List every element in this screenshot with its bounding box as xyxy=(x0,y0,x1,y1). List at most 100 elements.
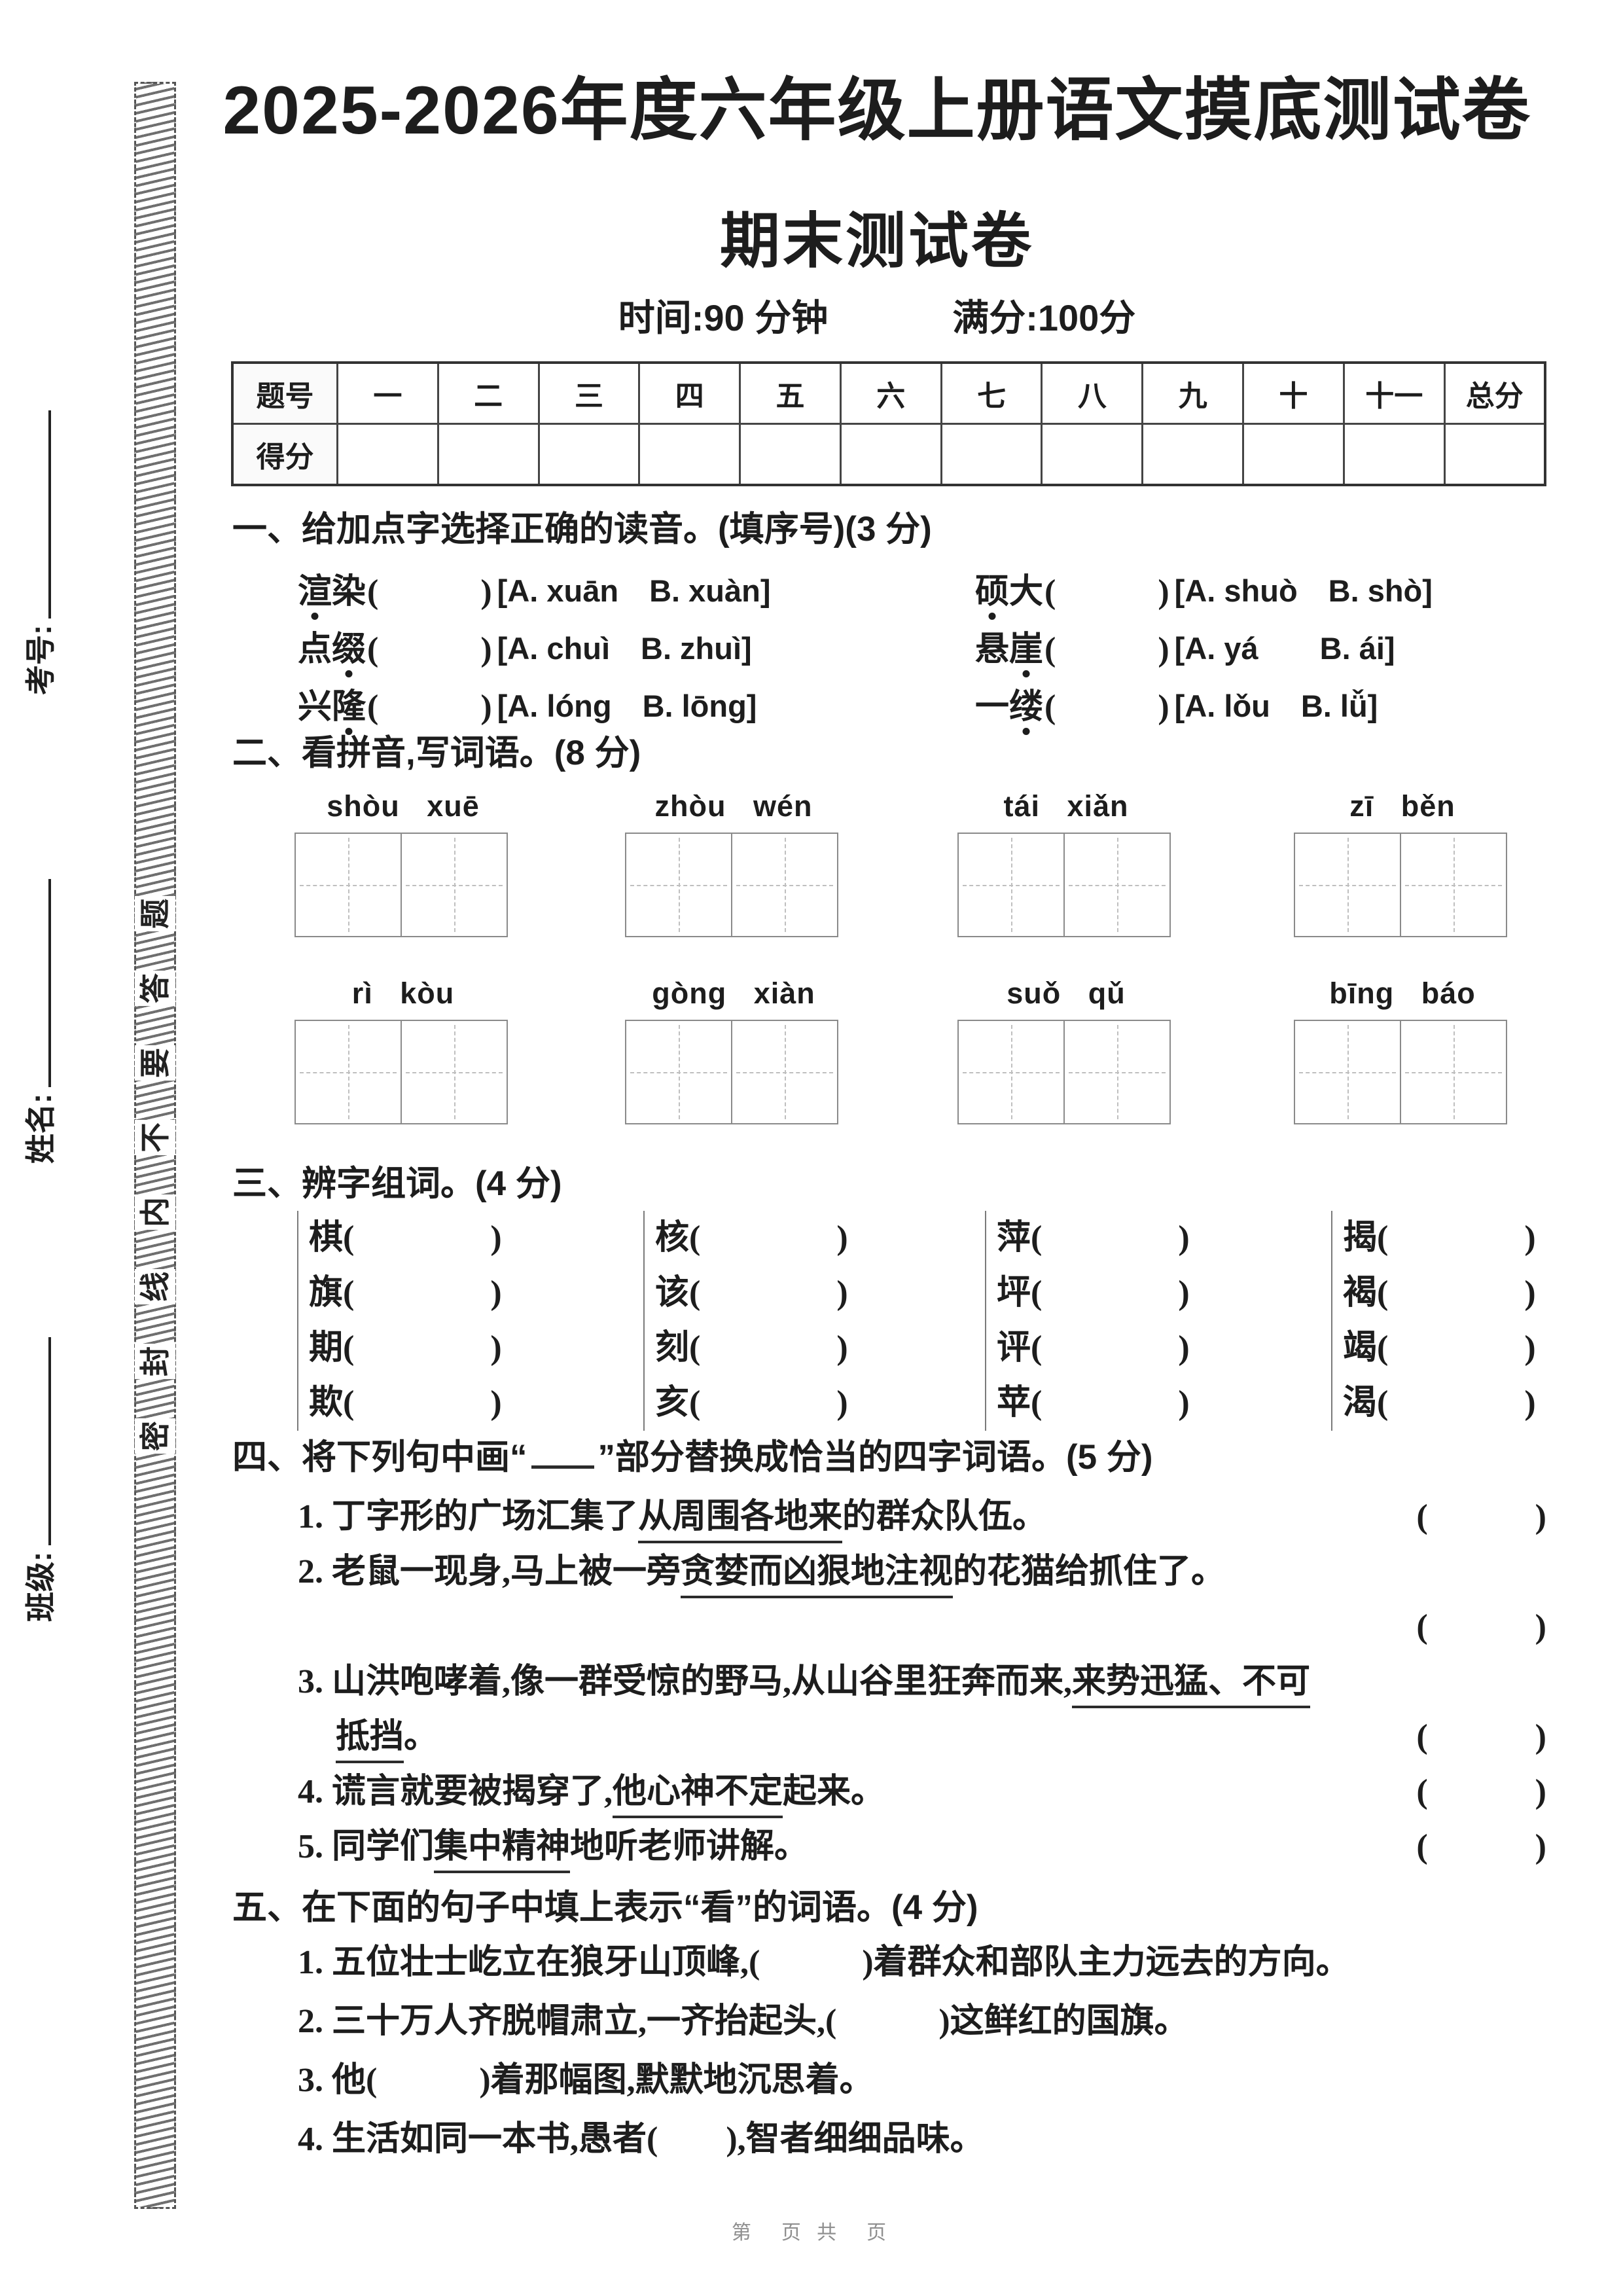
s1-word: 硕大 xyxy=(975,564,1043,613)
section-1-title: 一、给加点字选择正确的读音。(填序号)(3 分) xyxy=(232,510,932,548)
answer-paren: ( ) xyxy=(689,1274,848,1312)
s3-char: 揭 xyxy=(1343,1219,1378,1257)
score-table-score-cell xyxy=(1141,423,1245,486)
s3-word-cell: 萍( ) xyxy=(997,1211,1278,1266)
tianzige-group xyxy=(625,1020,838,1124)
score-table-col-header: 总分 xyxy=(1443,361,1546,425)
pinyin-label: suǒ qǔ xyxy=(1007,977,1126,1010)
score-table-col-header: 九 xyxy=(1141,361,1245,425)
seal-char: 内 xyxy=(135,1194,175,1230)
s3-word-cell: 苹( ) xyxy=(997,1376,1278,1431)
sidebar-field-class: 班级: xyxy=(21,1314,60,1622)
s4-sentence: 1. 丁字形的广场汇集了从周围各地来的群众队伍。 xyxy=(298,1490,1046,1545)
s3-word-cell: 棋( ) xyxy=(309,1211,590,1266)
s1-char: 点 xyxy=(298,630,332,668)
answer-paren: ( ) xyxy=(367,688,492,726)
exam-meta: 时间:90 分钟 满分:100分 xyxy=(196,296,1558,340)
section-5-items: 1. 五位壮士屹立在狼牙山顶峰,( )着群众和部队主力远去的方向。 2. 三十万人… xyxy=(232,1933,1548,2169)
s3-char: 棋 xyxy=(309,1219,344,1257)
s4-item-line: 3. 山洪咆哮着,像一群受惊的野马,从山谷里狂奔而来,来势迅猛、不可 xyxy=(232,1655,1548,1710)
pinyin-label: zī běn xyxy=(1349,789,1455,823)
tianzige-group xyxy=(625,833,838,937)
score-table-score-cell xyxy=(1242,423,1345,486)
tianzige-horizontal-dash xyxy=(406,885,503,886)
s3-word-cell: 褐( ) xyxy=(1343,1266,1623,1321)
s4-text-part: 丁字形的广场汇集了 xyxy=(332,1498,639,1535)
score-table-score-row: 得分 xyxy=(231,423,1546,486)
sidebar-field-student-name: 姓名: xyxy=(21,856,60,1164)
score-table-score-cell xyxy=(336,423,439,486)
pinyin-label: bīng báo xyxy=(1329,977,1476,1010)
s1-word: 点缀 xyxy=(298,621,366,670)
score-table-score-cell xyxy=(940,423,1043,486)
s1-char: 染 xyxy=(332,573,366,611)
tianzige-horizontal-dash xyxy=(736,885,833,886)
s1-row: 兴隆( ) [A. lóng B. lōng] 一缕( ) [A. lǒu B. lǚ… xyxy=(232,674,1548,732)
s4-underlined-part: 贪婪而凶狠地注视 xyxy=(681,1552,954,1598)
s3-char: 亥 xyxy=(655,1384,690,1422)
s1-options: [A. shuò B. shò] xyxy=(1174,573,1433,608)
answer-paren: ( ) xyxy=(1031,1329,1190,1367)
s1-char: 渲 xyxy=(298,573,332,611)
tianzige-group xyxy=(957,833,1171,937)
pinyin-label: tái xiǎn xyxy=(1003,789,1129,823)
pinyin-label: gòng xiàn xyxy=(652,977,815,1010)
tianzige-group xyxy=(1294,1020,1507,1124)
seal-char: 线 xyxy=(135,1269,175,1304)
tianzige-cell xyxy=(625,833,732,937)
s1-row: 点缀( ) [A. chuì B. zhuì] 悬崖( ) [A. yá B. ái] xyxy=(232,617,1548,674)
s4-underlined-part: 他心神不定 xyxy=(613,1772,783,1818)
s1-char: 一 xyxy=(975,688,1010,726)
page-subtitle: 期末测试卷 xyxy=(719,208,1034,275)
s1-options: [A. xuān B. xuàn] xyxy=(497,573,771,608)
tianzige-horizontal-dash xyxy=(1069,1072,1166,1073)
s3-char: 旗 xyxy=(309,1274,344,1312)
tianzige-cell xyxy=(1294,1020,1401,1124)
s1-char: 缀 xyxy=(332,630,366,668)
s3-char: 渴 xyxy=(1343,1384,1378,1422)
score-table: 题号一二三四五六七八九十十一 总分 得分 xyxy=(231,361,1546,486)
s4-text-part: 的群众队伍。 xyxy=(842,1498,1047,1535)
answer-bracket: ( ) xyxy=(1416,1828,1548,1865)
s3-char: 苹 xyxy=(997,1384,1031,1422)
s4-text-part: 的花猫给抓住了。 xyxy=(953,1553,1226,1590)
s1-word: 兴隆 xyxy=(298,679,366,728)
answer-paren: ( ) xyxy=(689,1329,848,1367)
answer-paren: ( ) xyxy=(1044,630,1169,668)
tianzige-cell xyxy=(294,1020,402,1124)
score-table-score-cell xyxy=(1443,423,1546,486)
page-title: 2025-2026年度六年级上册语文摸底测试卷 xyxy=(223,73,1531,149)
score-table-col-header: 六 xyxy=(839,361,942,425)
tianzige-horizontal-dash xyxy=(1069,885,1166,886)
tianzige-cell xyxy=(1294,833,1401,937)
s5-item: 3. 他( )着那幅图,默默地沉思着。 xyxy=(298,2062,874,2099)
s3-char: 期 xyxy=(309,1329,344,1367)
s3-char: 评 xyxy=(997,1329,1031,1367)
tianzige-cell xyxy=(294,833,402,937)
s3-column: 核( ) 该( ) 刻( ) 亥( ) xyxy=(643,1211,936,1431)
pinyin-label: shòu xuē xyxy=(327,789,480,823)
tianzige-horizontal-dash xyxy=(963,1072,1060,1073)
s4-sentence: 2. 老鼠一现身,马上被一旁贪婪而凶狠地注视的花猫给抓住了。 xyxy=(298,1545,1225,1600)
tianzige-cell xyxy=(1400,1020,1507,1124)
tianzige-group xyxy=(294,1020,508,1124)
s1-word: 悬崖 xyxy=(975,621,1043,670)
score-table-col-header: 十一 xyxy=(1342,361,1446,425)
answer-bracket: ( ) xyxy=(1416,1773,1548,1810)
score-table-score-cell xyxy=(839,423,942,486)
answer-paren: ( ) xyxy=(1377,1274,1536,1312)
tianzige-horizontal-dash xyxy=(300,1072,397,1073)
answer-paren: ( ) xyxy=(1031,1274,1190,1312)
score-table-col-header: 三 xyxy=(537,361,641,425)
section-4-title-pre: 四、将下列句中画“ xyxy=(232,1438,527,1477)
s3-word-cell: 刻( ) xyxy=(655,1321,936,1376)
score-table-col-header: 二 xyxy=(437,361,540,425)
s3-char: 萍 xyxy=(997,1219,1031,1257)
writing-boxes-row-1 xyxy=(232,833,1548,940)
answer-paren: ( ) xyxy=(367,573,492,611)
score-table-row-label: 得分 xyxy=(231,423,338,486)
s5-item: 1. 五位壮士屹立在狼牙山顶峰,( )着群众和部队主力远去的方向。 xyxy=(298,1944,1350,1981)
section-3-title: 三、辨字组词。(4 分) xyxy=(232,1164,562,1203)
answer-bracket: ( ) xyxy=(1416,1718,1548,1755)
score-table-col-header: 五 xyxy=(739,361,842,425)
